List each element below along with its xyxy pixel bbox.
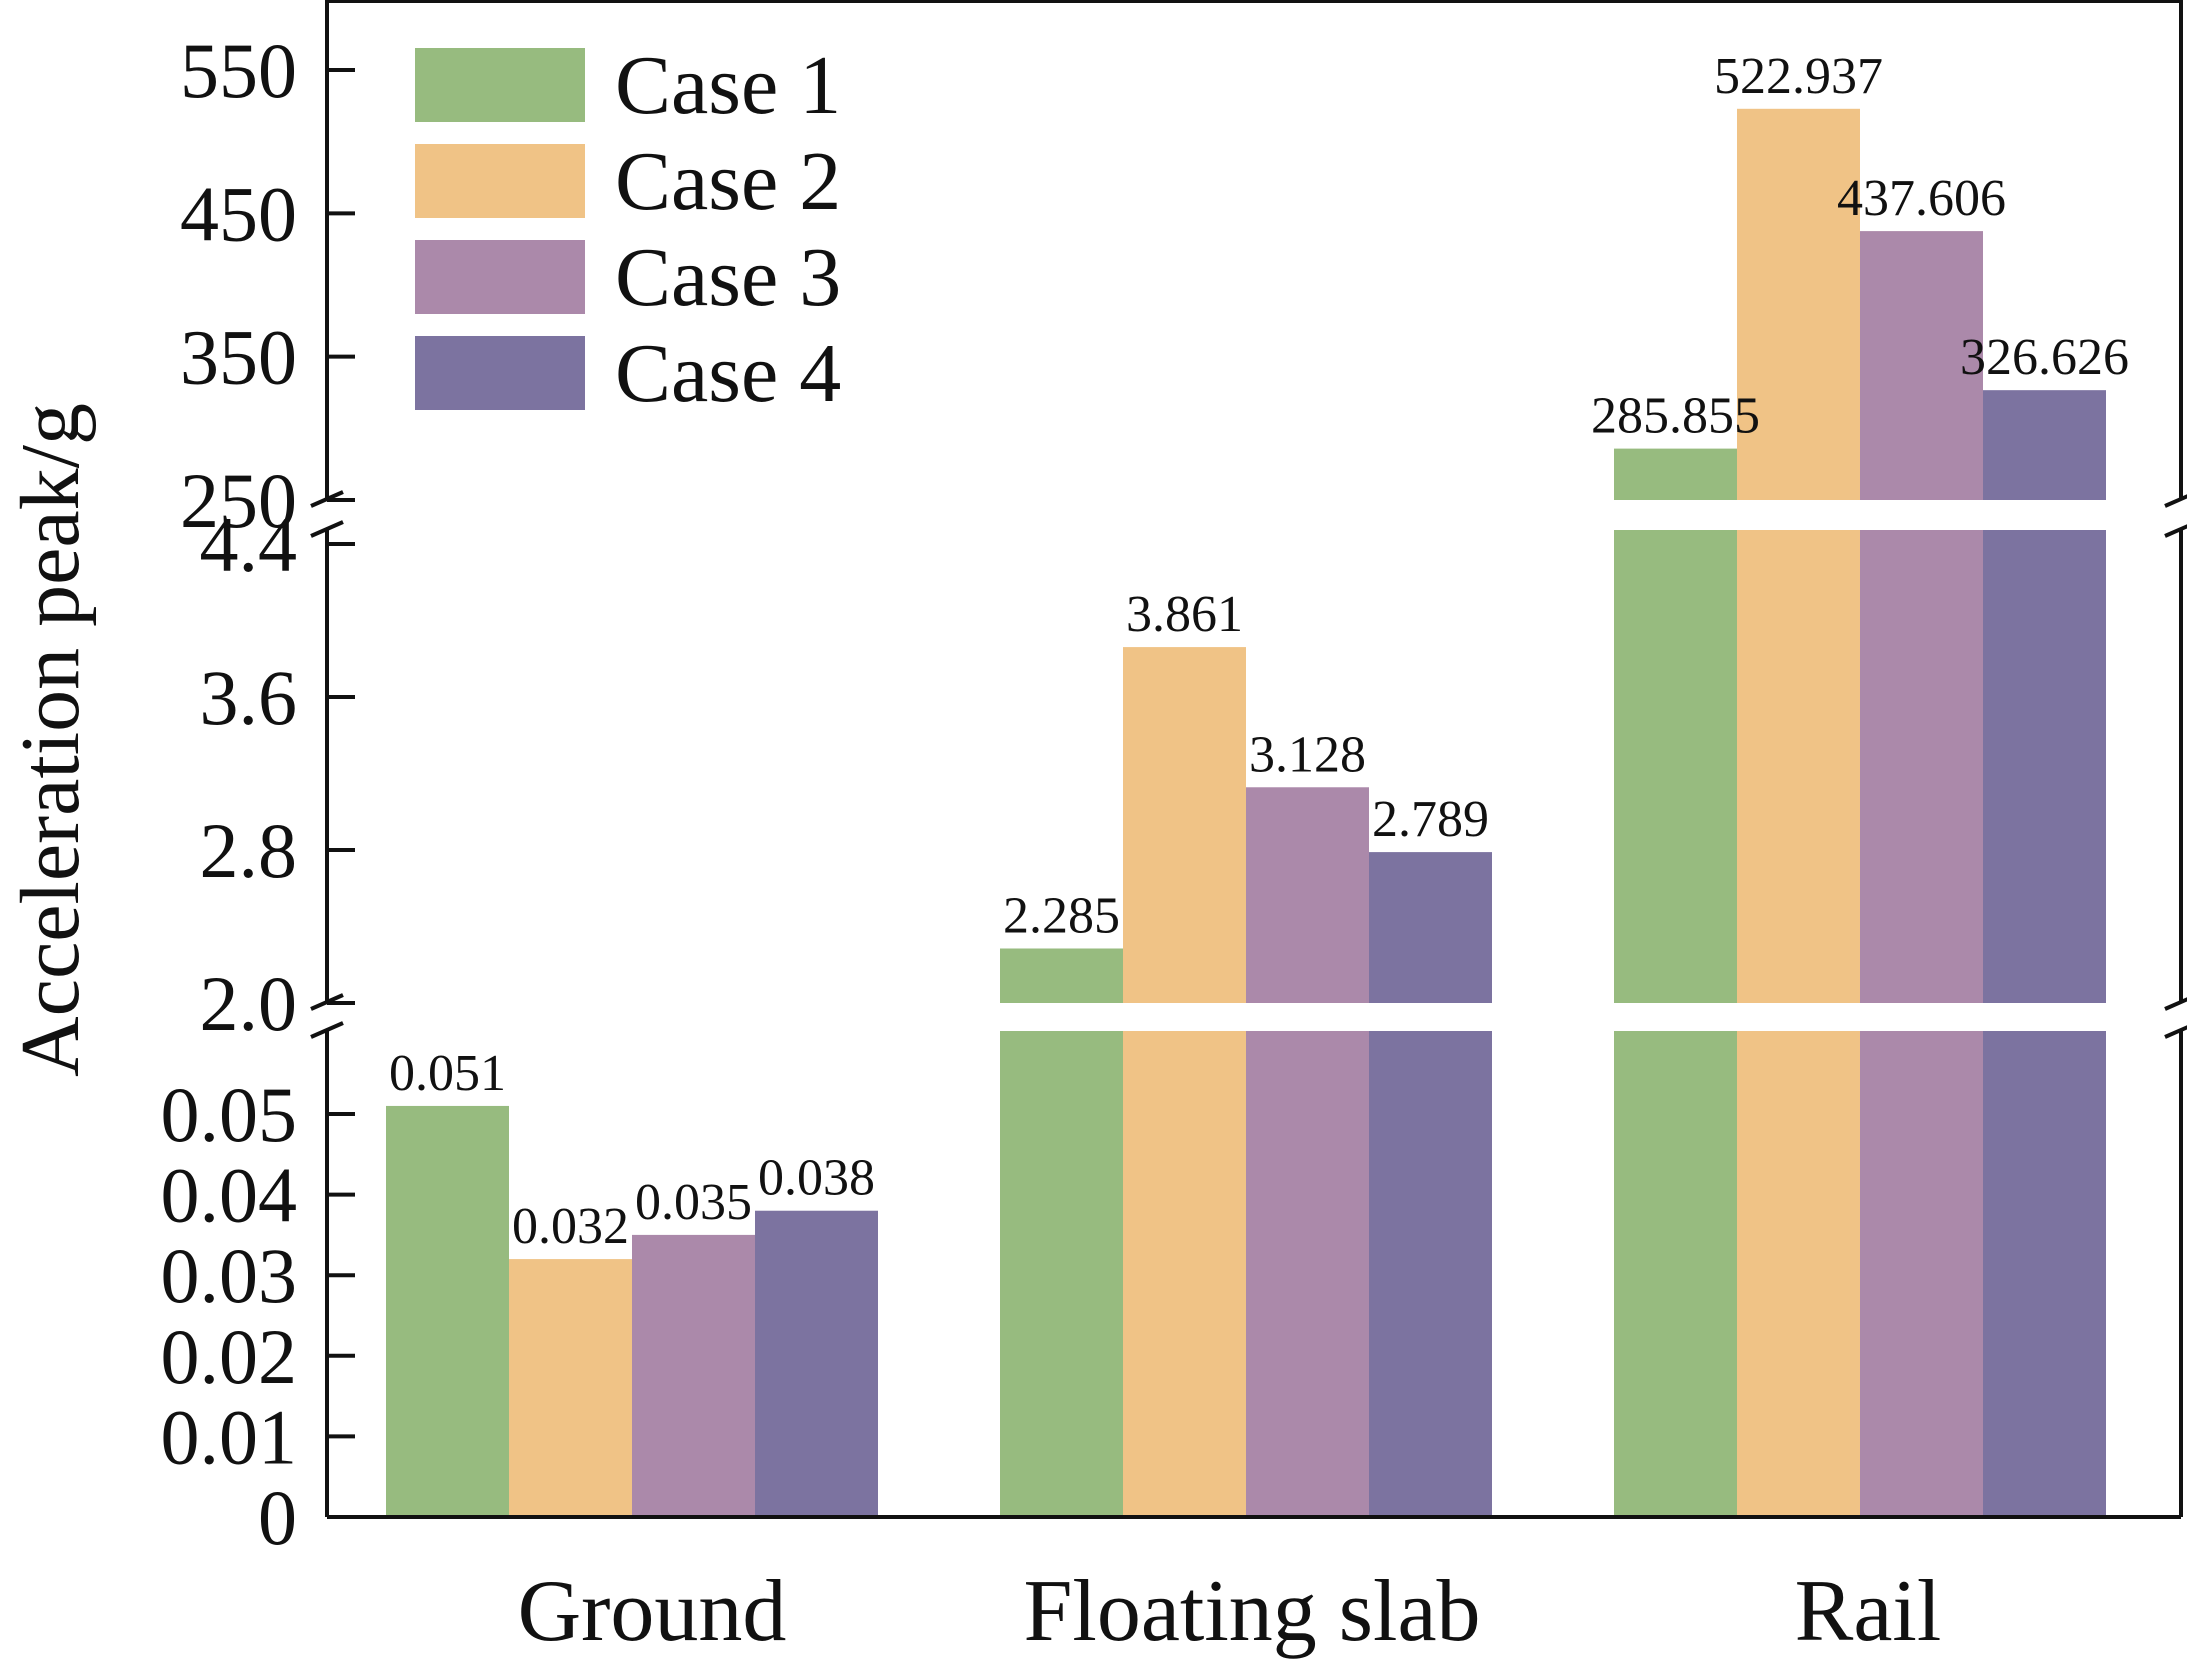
data-label: 437.606 xyxy=(1837,170,2006,227)
x-category-label: Rail xyxy=(1795,1563,1942,1660)
data-label: 285.855 xyxy=(1591,388,1760,445)
data-label: 3.128 xyxy=(1249,726,1366,783)
legend-swatch-case-1 xyxy=(415,48,585,122)
bar-floating-slab-case-2 xyxy=(1123,647,1246,1517)
data-labels-layer: 0.051 0.032 0.035 0.038 2.285 3.861 3.1282.789… xyxy=(389,48,2129,1255)
y-tick-label: 0.01 xyxy=(161,1393,298,1480)
y-tick-label: 550 xyxy=(180,27,297,114)
bar-ground-case-3 xyxy=(632,1234,755,1517)
data-label: 326.626 xyxy=(1960,329,2129,386)
data-label: 0.038 xyxy=(758,1150,875,1207)
bar-floating-slab-case-4 xyxy=(1369,852,1492,1517)
y-tick-label: 0.04 xyxy=(161,1152,298,1239)
bar-floating-slab-case-1 xyxy=(1000,948,1123,1517)
bar-rail-case-3 xyxy=(1860,231,1983,1517)
y-tick-label: 3.6 xyxy=(200,654,298,741)
data-label: 2.789 xyxy=(1372,791,1489,848)
bar-ground-case-2 xyxy=(509,1259,632,1517)
data-label: 3.861 xyxy=(1126,586,1243,643)
y-tick-label: 4.4 xyxy=(200,501,298,588)
x-category-label: Ground xyxy=(518,1563,787,1660)
axis-break-mark xyxy=(2164,494,2187,508)
axis-break-mark xyxy=(2164,524,2187,538)
x-category-label: Floating slab xyxy=(1023,1563,1480,1660)
legend-label-case-2: Case 2 xyxy=(615,135,841,228)
y-tick-label: 2.8 xyxy=(200,807,298,894)
bar-rail-case-1 xyxy=(1614,448,1737,1518)
legend-swatch-case-3 xyxy=(415,240,585,314)
data-label: 2.285 xyxy=(1003,887,1120,944)
bar-rail-case-2 xyxy=(1737,108,1860,1517)
axis-break-mark xyxy=(2164,1025,2187,1039)
y-tick-label: 0.02 xyxy=(161,1313,298,1400)
legend-label-case-4: Case 4 xyxy=(615,327,841,420)
bars-layer xyxy=(386,108,2106,1518)
data-label: 0.032 xyxy=(512,1198,629,1255)
y-tick-label: 450 xyxy=(180,170,297,257)
legend-label-case-3: Case 3 xyxy=(615,231,841,324)
legend-label-case-1: Case 1 xyxy=(615,39,841,132)
axis-break-mark xyxy=(310,1021,344,1039)
bar-floating-slab-case-3 xyxy=(1246,787,1369,1517)
data-label: 522.937 xyxy=(1714,48,1883,105)
y-tick-label: 350 xyxy=(180,314,297,401)
y-tick-label: 0 xyxy=(258,1474,297,1561)
y-tick-label: 250 xyxy=(180,457,297,544)
y-tick-label: 0.05 xyxy=(161,1071,298,1158)
data-label: 0.035 xyxy=(635,1174,752,1231)
axis-break-gap xyxy=(329,500,2183,530)
axis-break-mark xyxy=(2164,997,2187,1011)
bar-rail-case-4 xyxy=(1983,390,2106,1517)
bar-ground-case-4 xyxy=(755,1210,878,1517)
data-label: 0.051 xyxy=(389,1045,506,1102)
axis-break-gap xyxy=(329,1003,2183,1031)
legend-swatch-case-4 xyxy=(415,336,585,410)
bar-ground-case-1 xyxy=(386,1105,509,1517)
legend-swatch-case-2 xyxy=(415,144,585,218)
y-tick-label: 2.0 xyxy=(200,960,298,1047)
y-tick-label: 0.03 xyxy=(161,1232,298,1319)
axis-break-mark xyxy=(310,520,344,538)
y-axis-title: Acceleration peak/g xyxy=(4,403,97,1077)
axis-break-gaps xyxy=(329,500,2183,1031)
